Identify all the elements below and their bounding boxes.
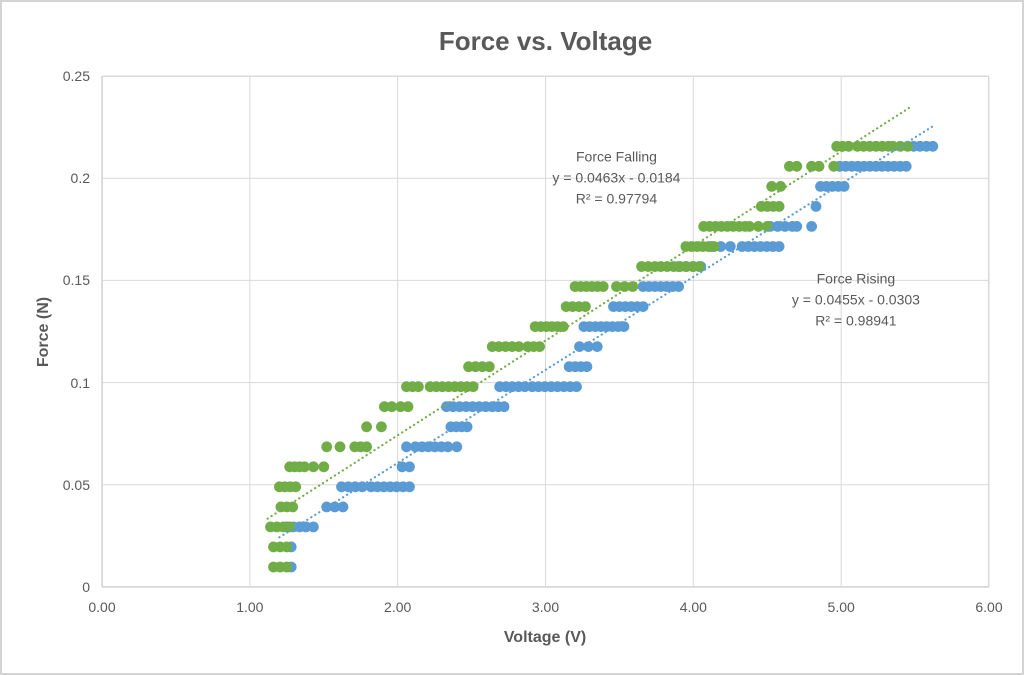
data-point-force-rising bbox=[779, 221, 791, 232]
x-axis-tick-label: 6.00 bbox=[975, 599, 1003, 615]
y-axis-tick-label: 0.1 bbox=[70, 374, 90, 391]
data-point-force-rising bbox=[673, 281, 684, 292]
data-point-force-falling bbox=[534, 341, 545, 352]
data-point-force-rising bbox=[442, 441, 454, 453]
data-point-force-rising bbox=[571, 381, 582, 393]
x-axis-tick-label: 1.00 bbox=[236, 599, 264, 615]
data-point-force-falling bbox=[580, 301, 591, 312]
data-point-force-rising bbox=[806, 221, 817, 232]
scatter-plot-canvas bbox=[101, 75, 990, 588]
chart-title: Force vs. Voltage bbox=[438, 26, 653, 56]
data-point-force-falling bbox=[513, 341, 525, 352]
y-axis-tick-label: 0 bbox=[82, 579, 90, 595]
data-point-force-rising bbox=[451, 441, 463, 453]
x-axis-title: Voltage (V) bbox=[503, 629, 587, 646]
data-point-force-rising bbox=[356, 481, 368, 493]
data-point-force-falling bbox=[308, 461, 319, 473]
data-point-force-rising bbox=[772, 221, 783, 232]
data-point-force-falling bbox=[321, 441, 333, 453]
data-point-force-rising bbox=[838, 181, 850, 192]
data-point-force-rising bbox=[724, 241, 736, 252]
data-point-force-falling bbox=[775, 181, 786, 192]
data-point-force-falling bbox=[766, 181, 778, 192]
data-point-force-falling bbox=[483, 361, 495, 373]
data-point-force-rising bbox=[618, 321, 630, 332]
data-point-force-rising bbox=[791, 221, 803, 232]
data-point-force-falling bbox=[708, 241, 720, 252]
y-axis-tick-label: 0.2 bbox=[70, 170, 90, 187]
x-axis-tick-label: 2.00 bbox=[384, 599, 412, 615]
data-point-force-rising bbox=[773, 241, 785, 252]
data-point-force-falling bbox=[395, 401, 406, 413]
trendline-force-rising bbox=[278, 125, 934, 539]
data-point-force-rising bbox=[401, 441, 412, 453]
data-point-force-rising bbox=[900, 160, 912, 172]
data-point-force-falling bbox=[376, 421, 387, 433]
data-point-force-rising bbox=[810, 201, 822, 212]
data-point-force-falling bbox=[784, 160, 795, 172]
x-axis-tick-label: 4.00 bbox=[679, 599, 707, 615]
y-axis-tick-label: 0.05 bbox=[62, 476, 90, 493]
data-point-force-rising bbox=[581, 361, 593, 373]
data-point-force-falling bbox=[791, 160, 803, 172]
data-point-force-falling bbox=[773, 201, 785, 212]
data-point-force-falling bbox=[597, 281, 609, 292]
data-point-force-rising bbox=[637, 301, 649, 312]
data-point-force-falling bbox=[744, 221, 755, 232]
data-point-force-rising bbox=[591, 341, 603, 352]
data-point-force-falling bbox=[619, 281, 630, 292]
data-point-force-falling bbox=[413, 381, 424, 393]
data-point-force-falling bbox=[299, 461, 310, 473]
plot-area: Force Falling y = 0.0463x - 0.0184 R² = … bbox=[101, 75, 990, 588]
x-axis-tick-label: 0.00 bbox=[88, 599, 116, 615]
data-point-force-rising bbox=[404, 481, 415, 493]
plot-border bbox=[102, 76, 989, 587]
data-point-force-falling bbox=[902, 140, 914, 152]
y-axis-tick-label: 0.15 bbox=[62, 272, 90, 289]
data-point-force-falling bbox=[611, 281, 622, 292]
data-point-force-rising bbox=[308, 521, 319, 533]
data-point-force-falling bbox=[828, 160, 840, 172]
data-point-force-falling bbox=[281, 561, 293, 573]
data-point-force-rising bbox=[396, 461, 408, 473]
y-axis-tick-label: 0.25 bbox=[62, 68, 90, 84]
data-point-force-rising bbox=[498, 401, 510, 413]
data-point-force-rising bbox=[461, 421, 473, 433]
data-point-force-falling bbox=[284, 521, 296, 533]
data-point-force-falling bbox=[281, 541, 293, 553]
data-point-force-rising bbox=[404, 461, 415, 473]
data-point-force-falling bbox=[761, 221, 773, 232]
data-point-force-falling bbox=[334, 441, 346, 453]
data-point-force-falling bbox=[557, 321, 569, 332]
data-point-force-rising bbox=[300, 521, 312, 533]
y-axis-title: Force (N) bbox=[35, 296, 52, 368]
data-point-force-falling bbox=[753, 221, 764, 232]
data-point-force-falling bbox=[693, 261, 705, 272]
data-point-force-falling bbox=[402, 401, 414, 413]
data-point-force-falling bbox=[379, 401, 390, 413]
data-point-force-falling bbox=[287, 501, 299, 513]
data-point-force-falling bbox=[361, 421, 372, 433]
data-point-force-falling bbox=[386, 401, 398, 413]
data-point-force-rising bbox=[337, 501, 349, 513]
data-point-force-falling bbox=[361, 441, 372, 453]
x-axis-tick-label: 5.00 bbox=[827, 599, 855, 615]
data-point-force-falling bbox=[318, 461, 330, 473]
data-point-force-rising bbox=[927, 140, 939, 152]
data-point-force-falling bbox=[290, 481, 302, 493]
trendline-force-falling bbox=[266, 106, 911, 520]
data-point-force-falling bbox=[813, 160, 825, 172]
x-axis-tick-label: 3.00 bbox=[531, 599, 560, 615]
